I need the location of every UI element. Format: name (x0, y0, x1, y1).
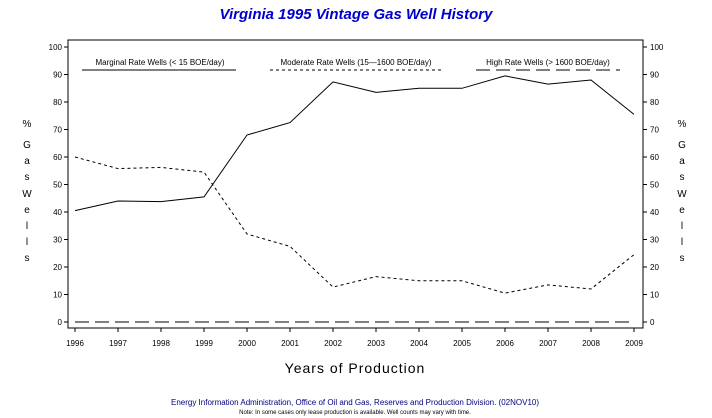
y-label-char-left: l (26, 237, 28, 248)
y-label-char-right: G (678, 140, 686, 151)
x-tick-label: 2000 (238, 339, 256, 348)
y-tick-label-left: 40 (53, 208, 62, 217)
source-note: Energy Information Administration, Offic… (171, 398, 539, 407)
y-tick-label-left: 50 (53, 181, 62, 190)
x-tick-label: 2009 (625, 339, 643, 348)
y-label-char-right: l (681, 221, 683, 232)
x-tick-label: 2001 (281, 339, 299, 348)
legend-label-2: Moderate Rate Wells (15—1600 BOE/day) (280, 58, 431, 67)
y-tick-label-right: 40 (650, 208, 659, 217)
y-tick-label-left: 60 (53, 153, 62, 162)
y-tick-label-right: 20 (650, 263, 659, 272)
y-tick-label-left: 30 (53, 236, 62, 245)
x-tick-label: 2007 (539, 339, 557, 348)
y-tick-label-right: 0 (650, 318, 655, 327)
x-tick-label: 2006 (496, 339, 514, 348)
y-tick-label-right: 90 (650, 71, 659, 80)
x-tick-label: 1999 (195, 339, 213, 348)
y-label-char-left: e (24, 205, 30, 216)
y-label-char-right: s (680, 172, 685, 183)
x-tick-label: 2004 (410, 339, 428, 348)
x-tick-label: 2008 (582, 339, 600, 348)
y-label-char-left: % (23, 119, 32, 130)
y-label-char-right: l (681, 237, 683, 248)
y-label-char-left: s (25, 172, 30, 183)
y-tick-label-right: 10 (650, 291, 659, 300)
x-tick-label: 2005 (453, 339, 471, 348)
y-tick-label-left: 10 (53, 291, 62, 300)
y-tick-label-right: 30 (650, 236, 659, 245)
legend: Marginal Rate Wells (< 15 BOE/day) Modera… (82, 58, 620, 71)
series-lines (74, 75, 635, 323)
y-tick-label-right: 50 (650, 181, 659, 190)
series-line-2 (74, 156, 635, 294)
x-axis-label: Years of Production (285, 360, 426, 376)
y-label-char-left: s (25, 253, 30, 264)
series-line-1 (74, 75, 635, 212)
x-tick-label: 1998 (152, 339, 170, 348)
x-tick-label: 2002 (324, 339, 342, 348)
y-tick-label-left: 70 (53, 126, 62, 135)
y-tick-label-right: 100 (650, 43, 664, 52)
y-label-char-left: W (22, 189, 32, 200)
y-tick-label-right: 70 (650, 126, 659, 135)
y-label-char-left: l (26, 221, 28, 232)
y-tick-label-right: 60 (650, 153, 659, 162)
y-tick-label-left: 80 (53, 98, 62, 107)
chart-title: Virginia 1995 Vintage Gas Well History (220, 6, 494, 23)
y-label-char-left: G (23, 140, 31, 151)
y-label-char-right: e (679, 205, 685, 216)
y-label-char-right: % (678, 119, 687, 130)
y-label-char-left: a (24, 156, 30, 167)
y-tick-label-left: 20 (53, 263, 62, 272)
x-tick-label: 2003 (367, 339, 385, 348)
y-axis-left: 0 10 20 30 40 50 60 70 80 90 100 (49, 43, 68, 327)
x-tick-label: 1996 (66, 339, 84, 348)
y-tick-label-left: 90 (53, 71, 62, 80)
legend-label-3: High Rate Wells (> 1600 BOE/day) (486, 58, 610, 67)
y-tick-label-left: 0 (58, 318, 63, 327)
y-label-char-right: s (680, 253, 685, 264)
y-label-char-right: a (679, 156, 685, 167)
y-tick-label-right: 80 (650, 98, 659, 107)
y-tick-label-left: 100 (49, 43, 63, 52)
footnote: Note: In some cases only lease productio… (239, 410, 471, 416)
x-tick-label: 1997 (109, 339, 127, 348)
x-axis: 1996 1997 1998 1999 2000 2001 2002 2003 2004 2005… (66, 328, 643, 348)
y-label-char-right: W (677, 189, 687, 200)
y-axis-right: 0 10 20 30 40 50 60 70 80 90 100 (643, 43, 664, 327)
legend-label-1: Marginal Rate Wells (< 15 BOE/day) (95, 58, 224, 67)
